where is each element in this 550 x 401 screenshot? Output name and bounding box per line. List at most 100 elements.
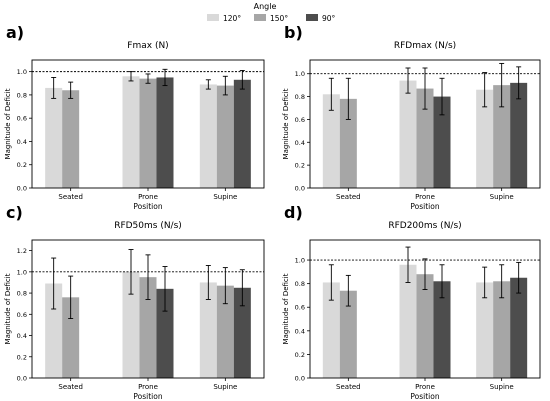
bar [156,288,174,378]
bar [322,282,340,378]
bar [399,264,417,378]
x-axis-label: Position [410,202,439,211]
x-tick-label: Supine [213,383,237,391]
chart-title: Fmax (N) [127,41,168,51]
axes-frame [31,239,265,379]
bar [476,282,494,378]
y-tick-label: 0.2 [17,161,27,169]
bar [62,90,80,188]
bar [45,283,63,378]
y-axis-label: Magnitude of Deficit [282,273,290,344]
y-tick-label: 0.6 [295,304,305,312]
y-tick-label: 0.6 [17,311,27,319]
legend-label-1: 120° [223,14,241,23]
y-tick-label: 0.8 [295,93,305,101]
panels: a) Fmax (N) 0.0 0.2 0.4 0.6 0.8 1.0 Seated Prone S… [4,23,541,401]
y-tick-label: 0.4 [295,139,305,147]
chart-title: RFD200ms (N/s) [388,221,461,231]
bar [233,79,251,188]
bar [510,82,528,188]
x-tick-label: Prone [138,383,158,391]
bar [339,98,357,188]
chart-title: RFDmax (N/s) [394,41,456,51]
panel-label: d) [284,203,303,222]
bar [139,78,157,188]
y-tick-label: 0.2 [295,351,305,359]
axes-frame [31,59,265,189]
y-tick-label: 0.8 [295,280,305,288]
panel-label: c) [6,203,23,222]
chart-panel-1: a) Fmax (N) 0.0 0.2 0.4 0.6 0.8 1.0 Seated Prone S… [4,23,265,211]
axes-frame [309,59,541,189]
bar [322,94,340,188]
bar [216,285,234,378]
bar [416,88,434,188]
bar [433,281,451,378]
x-tick-label: Seated [336,383,361,391]
chart-panel-3: c) RFD50ms (N/s) 0.0 0.2 0.4 0.6 0.8 1.0 1.2 Seat… [4,203,265,401]
bar [339,290,357,378]
x-tick-label: Seated [58,383,83,391]
legend-label-3: 90° [322,14,336,23]
x-axis-label: Position [133,392,162,401]
bar [156,77,174,188]
bar [199,84,217,188]
y-axis-label: Magnitude of Deficit [282,88,290,159]
panel-label: b) [284,23,303,42]
legend-swatch-2 [254,14,266,21]
x-tick-label: Prone [415,383,435,391]
bar [122,76,140,188]
y-tick-label: 0.0 [17,185,27,193]
x-tick-label: Supine [490,383,514,391]
legend-swatch-3 [306,14,318,21]
chart-panel-4: d) RFD200ms (N/s) 0.0 0.2 0.4 0.6 0.8 1.0 Seated… [282,203,541,401]
y-tick-label: 0.4 [17,332,27,340]
y-tick-label: 0.2 [295,162,305,170]
bar [45,87,63,188]
bar [493,281,511,378]
legend-label-2: 150° [270,14,288,23]
y-axis-label: Magnitude of Deficit [4,273,12,344]
x-tick-label: Prone [138,193,158,201]
bar [493,85,511,188]
legend: Angle 120° 150° 90° [207,2,336,23]
bar [399,80,417,188]
y-tick-label: 1.2 [17,247,27,255]
x-axis-label: Position [133,202,162,211]
x-tick-label: Seated [336,193,361,201]
x-tick-label: Supine [213,193,237,201]
bar [476,89,494,188]
y-tick-label: 1.0 [17,68,27,76]
bar [199,282,217,378]
x-tick-label: Supine [490,193,514,201]
y-tick-label: 0.6 [295,116,305,124]
bar [139,277,157,378]
y-tick-label: 0.0 [295,375,305,383]
y-tick-label: 1.0 [295,70,305,78]
bar [510,277,528,378]
x-tick-label: Prone [415,193,435,201]
chart-title: RFD50ms (N/s) [114,221,182,231]
y-tick-label: 0.4 [17,138,27,146]
y-tick-label: 0.6 [17,115,27,123]
bar [433,96,451,188]
bar [216,85,234,188]
y-tick-label: 0.0 [295,185,305,193]
panel-label: a) [6,23,24,42]
y-tick-label: 0.8 [17,290,27,298]
y-axis-label: Magnitude of Deficit [4,88,12,159]
legend-title: Angle [254,2,277,11]
x-tick-label: Seated [58,193,83,201]
axes-frame [309,239,541,379]
bar [122,271,140,378]
legend-swatch-1 [207,14,219,21]
y-tick-label: 1.0 [17,268,27,276]
bar [416,274,434,378]
x-axis-label: Position [410,392,439,401]
bar [62,297,80,378]
bar [233,287,251,378]
y-tick-label: 0.0 [17,375,27,383]
y-tick-label: 0.4 [295,327,305,335]
y-tick-label: 0.8 [17,91,27,99]
